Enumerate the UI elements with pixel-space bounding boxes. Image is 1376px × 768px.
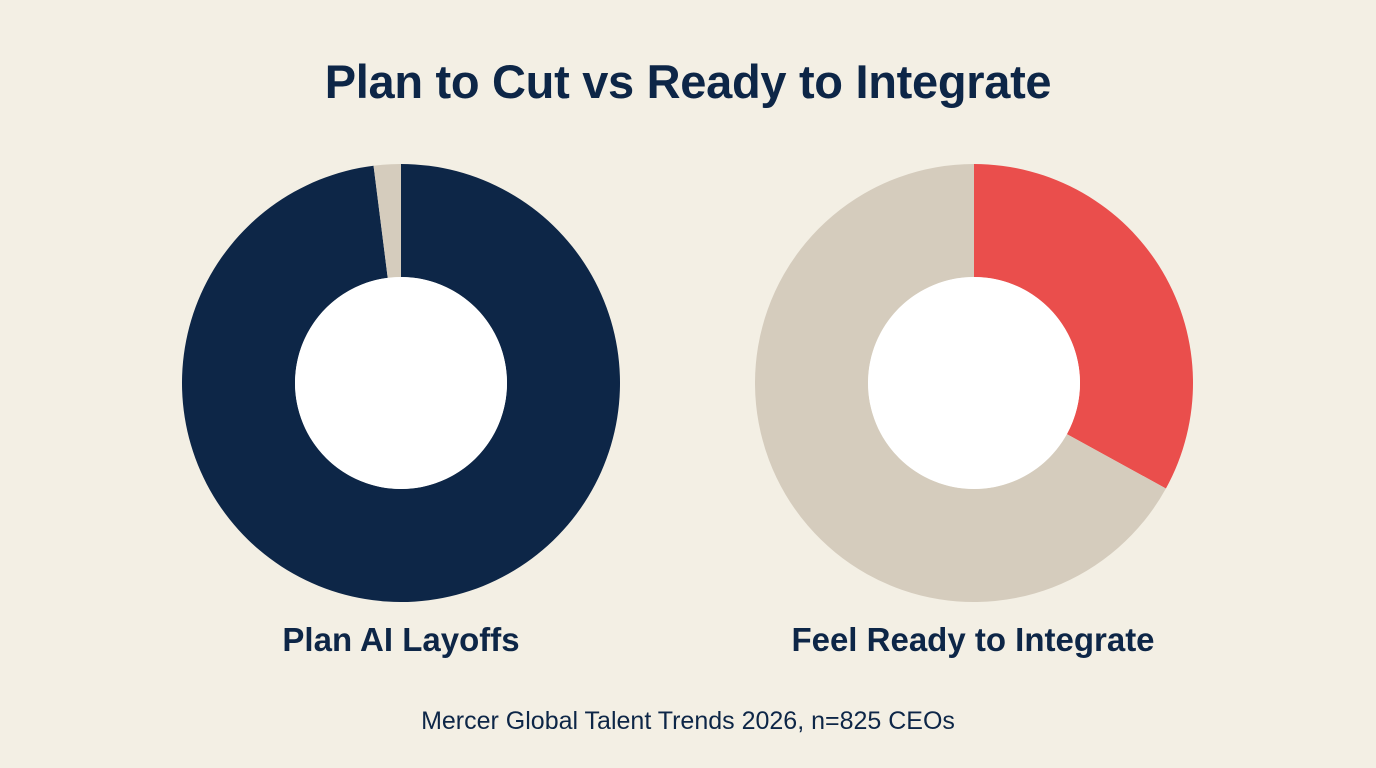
donut-segment-plan-ai-layoffs-remainder bbox=[373, 164, 401, 278]
donut-hole-plan-ai-layoffs bbox=[295, 277, 507, 489]
donut-segment-plan-ai-layoffs-value bbox=[182, 164, 621, 602]
donut-chart-feel-ready-to-integrate bbox=[755, 164, 1193, 602]
donut-label-plan-ai-layoffs: Plan AI Layoffs bbox=[282, 621, 520, 658]
chart-title: Plan to Cut vs Ready to Integrate bbox=[324, 55, 1052, 108]
donut-hole-feel-ready-to-integrate bbox=[868, 277, 1080, 489]
donut-chart-plan-ai-layoffs bbox=[182, 164, 621, 602]
source-note: Mercer Global Talent Trends 2026, n=825 … bbox=[421, 707, 955, 735]
donut-segment-feel-ready-to-integrate-remainder bbox=[755, 164, 1166, 602]
donut-label-feel-ready-to-integrate: Feel Ready to Integrate bbox=[791, 621, 1155, 658]
donut-segment-feel-ready-to-integrate-value bbox=[974, 164, 1193, 489]
